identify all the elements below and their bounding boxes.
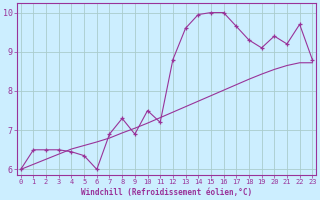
X-axis label: Windchill (Refroidissement éolien,°C): Windchill (Refroidissement éolien,°C) <box>81 188 252 197</box>
